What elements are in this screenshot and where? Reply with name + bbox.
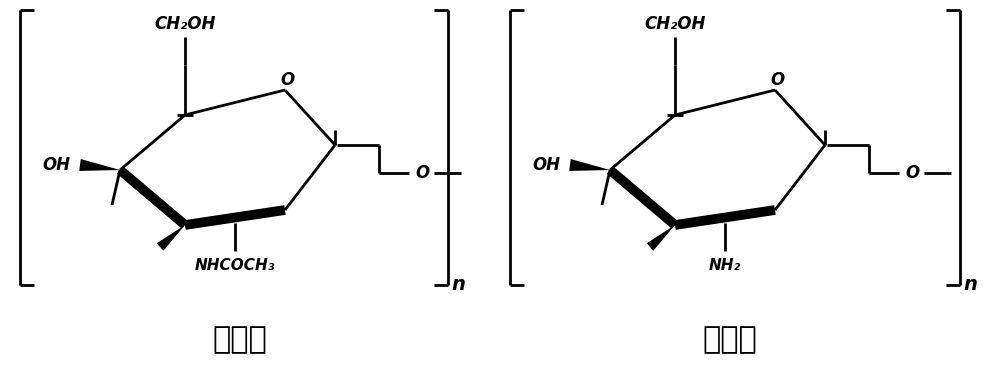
Text: 壳聚糖: 壳聚糖 — [703, 326, 757, 355]
Text: O: O — [770, 71, 784, 89]
Text: NH₂: NH₂ — [709, 258, 741, 273]
Text: O: O — [279, 71, 294, 89]
Text: OH: OH — [532, 156, 560, 174]
Polygon shape — [647, 225, 675, 251]
Text: CH₂OH: CH₂OH — [155, 15, 216, 33]
Text: NHCOCH₃: NHCOCH₃ — [195, 258, 275, 273]
Polygon shape — [569, 159, 610, 171]
Polygon shape — [157, 225, 185, 251]
Text: 甲壳素: 甲壳素 — [213, 326, 268, 355]
Text: O: O — [905, 164, 919, 182]
Text: OH: OH — [42, 156, 70, 174]
Text: O: O — [415, 164, 429, 182]
Text: n: n — [451, 275, 465, 294]
Text: n: n — [963, 275, 977, 294]
Polygon shape — [79, 159, 120, 171]
Text: CH₂OH: CH₂OH — [644, 15, 706, 33]
